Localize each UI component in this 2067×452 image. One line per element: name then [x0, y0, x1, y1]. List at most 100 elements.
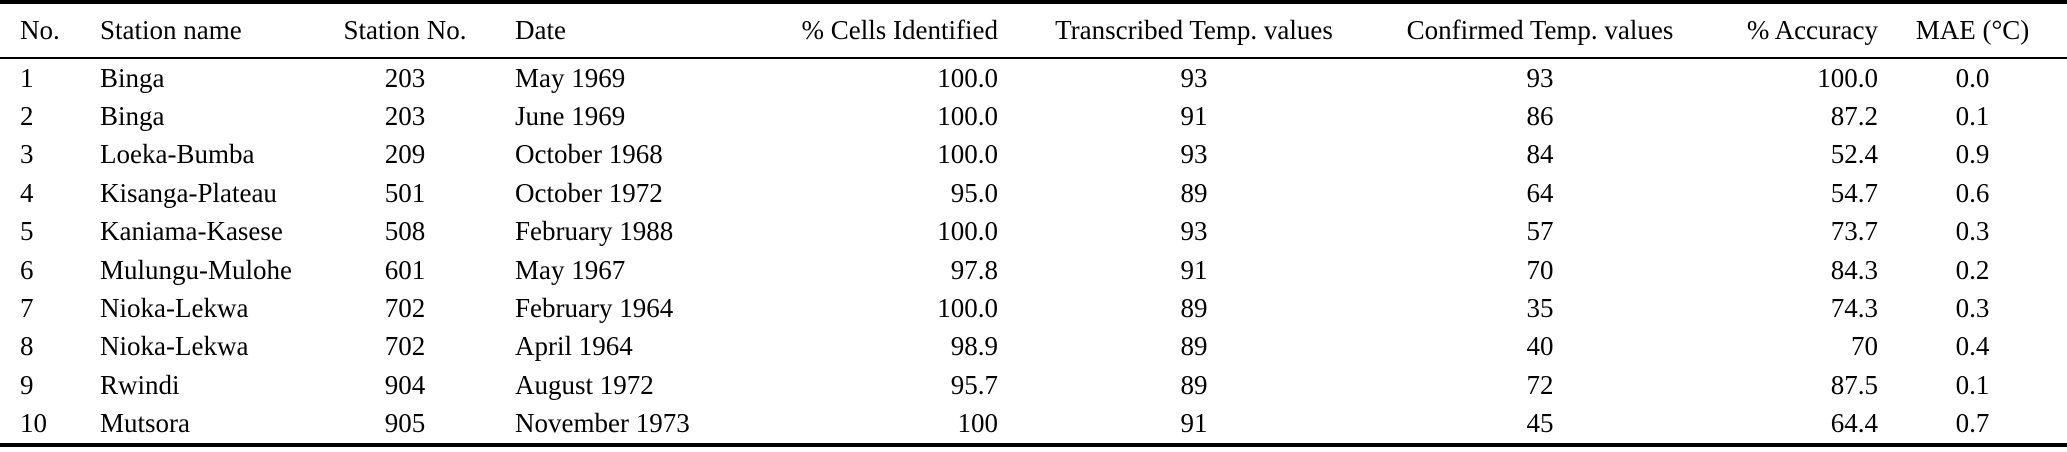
cell-station-number: 905: [384, 408, 426, 439]
col-header-confirmed-temp: Confirmed Temp. values: [1406, 15, 1674, 45]
cell-mae: 0.9: [1955, 139, 1990, 170]
cell-station-name: Binga: [100, 101, 165, 132]
cell-cells-identified: 100.0: [937, 216, 998, 247]
col-header-date: Date: [515, 15, 566, 45]
table-body: 1 Binga 203 May 1969 100.0 93 93 100.0 0…: [0, 58, 2067, 445]
cell-confirmed-temp: 86: [1526, 101, 1554, 132]
col-header-station-name: Station name: [100, 15, 242, 45]
cell-date: May 1967: [515, 254, 626, 285]
cell-cells-identified: 100.0: [937, 293, 998, 324]
cell-station-name: Binga: [100, 62, 165, 93]
cell-transcribed-temp: 93: [1180, 62, 1208, 93]
cell-accuracy: 87.5: [1830, 369, 1878, 400]
cell-date: February 1988: [515, 216, 674, 247]
cell-station-name: Kaniama-Kasese: [100, 216, 283, 247]
cell-mae: 0.0: [1955, 62, 1990, 93]
cell-no: 9: [20, 369, 34, 400]
cell-station-number: 508: [384, 216, 426, 247]
cell-accuracy: 84.3: [1830, 254, 1878, 285]
cell-mae: 0.1: [1955, 101, 1990, 132]
cell-station-number: 203: [384, 101, 426, 132]
cell-no: 2: [20, 101, 34, 132]
cell-accuracy: 64.4: [1830, 408, 1878, 439]
col-header-transcribed-temp: Transcribed Temp. values: [1055, 15, 1333, 45]
cell-confirmed-temp: 35: [1526, 293, 1554, 324]
cell-cells-identified: 100.0: [937, 62, 998, 93]
cell-station-number: 203: [384, 62, 426, 93]
cell-accuracy: 74.3: [1830, 293, 1878, 324]
cell-mae: 0.4: [1955, 331, 1990, 362]
cell-confirmed-temp: 45: [1526, 408, 1554, 439]
cell-no: 1: [20, 62, 34, 93]
cell-cells-identified: 97.8: [950, 254, 998, 285]
cell-accuracy: 100.0: [1817, 62, 1878, 93]
cell-date: October 1972: [515, 177, 663, 208]
cell-station-number: 904: [384, 369, 426, 400]
cell-date: May 1969: [515, 62, 626, 93]
cell-transcribed-temp: 89: [1180, 331, 1208, 362]
col-header-no: No.: [20, 15, 60, 45]
cell-cells-identified: 95.0: [950, 177, 998, 208]
cell-cells-identified: 100.0: [937, 101, 998, 132]
cell-confirmed-temp: 93: [1526, 62, 1554, 93]
table-header: No. Station name Station No. Date % Cell…: [0, 2, 2067, 58]
cell-mae: 0.7: [1955, 408, 1990, 439]
cell-mae: 0.2: [1955, 254, 1990, 285]
cell-no: 5: [20, 216, 34, 247]
cell-station-name: Loeka-Bumba: [100, 139, 255, 170]
cell-transcribed-temp: 91: [1180, 101, 1208, 132]
cell-transcribed-temp: 93: [1180, 216, 1208, 247]
table-row: 6 Mulungu-Mulohe 601 May 1967 97.8 91 70…: [0, 251, 2067, 289]
cell-station-name: Kisanga-Plateau: [100, 177, 277, 208]
cell-cells-identified: 100: [957, 408, 999, 439]
cell-date: June 1969: [515, 101, 626, 132]
cell-no: 10: [20, 408, 47, 439]
cell-date: April 1964: [515, 331, 633, 362]
cell-confirmed-temp: 70: [1526, 254, 1554, 285]
cell-station-number: 501: [384, 177, 426, 208]
cell-transcribed-temp: 89: [1180, 293, 1208, 324]
cell-no: 3: [20, 139, 34, 170]
cell-transcribed-temp: 89: [1180, 369, 1208, 400]
col-header-cells-identified: % Cells Identified: [801, 15, 998, 45]
table-row: 1 Binga 203 May 1969 100.0 93 93 100.0 0…: [0, 58, 2067, 97]
cell-confirmed-temp: 84: [1526, 139, 1554, 170]
col-header-station-number: Station No.: [343, 15, 467, 45]
cell-no: 4: [20, 177, 34, 208]
table-row: 8 Nioka-Lekwa 702 April 1964 98.9 89 40 …: [0, 328, 2067, 366]
cell-accuracy: 52.4: [1830, 139, 1878, 170]
cell-transcribed-temp: 93: [1180, 139, 1208, 170]
cell-cells-identified: 100.0: [937, 139, 998, 170]
cell-cells-identified: 95.7: [950, 369, 998, 400]
cell-station-name: Rwindi: [100, 369, 180, 400]
cell-station-name: Mutsora: [100, 408, 190, 439]
cell-accuracy: 70: [1851, 331, 1878, 362]
cell-confirmed-temp: 57: [1526, 216, 1554, 247]
col-header-accuracy: % Accuracy: [1746, 15, 1878, 45]
cell-no: 7: [20, 293, 34, 324]
table-row: 2 Binga 203 June 1969 100.0 91 86 87.2 0…: [0, 97, 2067, 135]
cell-mae: 0.3: [1955, 216, 1990, 247]
cell-station-name: Nioka-Lekwa: [100, 293, 249, 324]
cell-accuracy: 87.2: [1830, 101, 1878, 132]
cell-transcribed-temp: 91: [1180, 254, 1208, 285]
cell-transcribed-temp: 89: [1180, 177, 1208, 208]
cell-station-number: 209: [384, 139, 426, 170]
cell-date: August 1972: [515, 369, 654, 400]
col-header-mae: MAE (°C): [1915, 15, 2030, 45]
cell-no: 8: [20, 331, 34, 362]
cell-mae: 0.3: [1955, 293, 1990, 324]
table-row: 7 Nioka-Lekwa 702 February 1964 100.0 89…: [0, 289, 2067, 327]
cell-station-name: Mulungu-Mulohe: [100, 254, 292, 285]
cell-mae: 0.6: [1955, 177, 1990, 208]
cell-cells-identified: 98.9: [950, 331, 998, 362]
header-row: No. Station name Station No. Date % Cell…: [0, 2, 2067, 58]
table-row: 10 Mutsora 905 November 1973 100 91 45 6…: [0, 405, 2067, 445]
table-row: 4 Kisanga-Plateau 501 October 1972 95.0 …: [0, 174, 2067, 212]
cell-mae: 0.1: [1955, 369, 1990, 400]
cell-confirmed-temp: 72: [1526, 369, 1554, 400]
cell-no: 6: [20, 254, 34, 285]
table-row: 5 Kaniama-Kasese 508 February 1988 100.0…: [0, 213, 2067, 251]
table-row: 3 Loeka-Bumba 209 October 1968 100.0 93 …: [0, 136, 2067, 174]
